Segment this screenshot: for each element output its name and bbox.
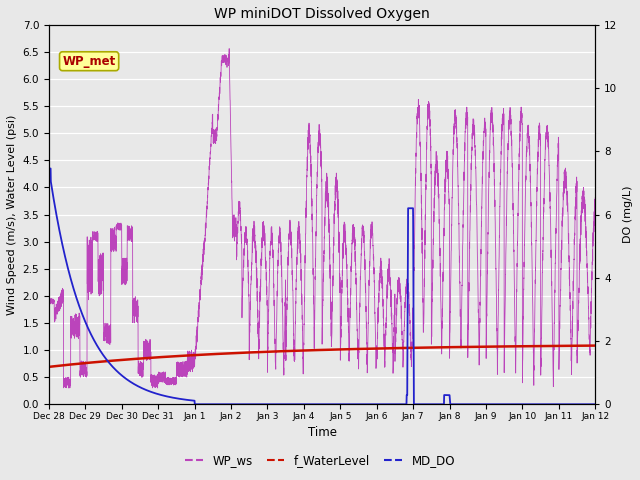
Title: WP miniDOT Dissolved Oxygen: WP miniDOT Dissolved Oxygen <box>214 7 430 21</box>
Y-axis label: DO (mg/L): DO (mg/L) <box>623 186 633 243</box>
X-axis label: Time: Time <box>308 426 337 440</box>
Text: WP_met: WP_met <box>63 55 116 68</box>
Y-axis label: Wind Speed (m/s), Water Level (psi): Wind Speed (m/s), Water Level (psi) <box>7 114 17 315</box>
Legend: WP_ws, f_WaterLevel, MD_DO: WP_ws, f_WaterLevel, MD_DO <box>180 449 460 472</box>
